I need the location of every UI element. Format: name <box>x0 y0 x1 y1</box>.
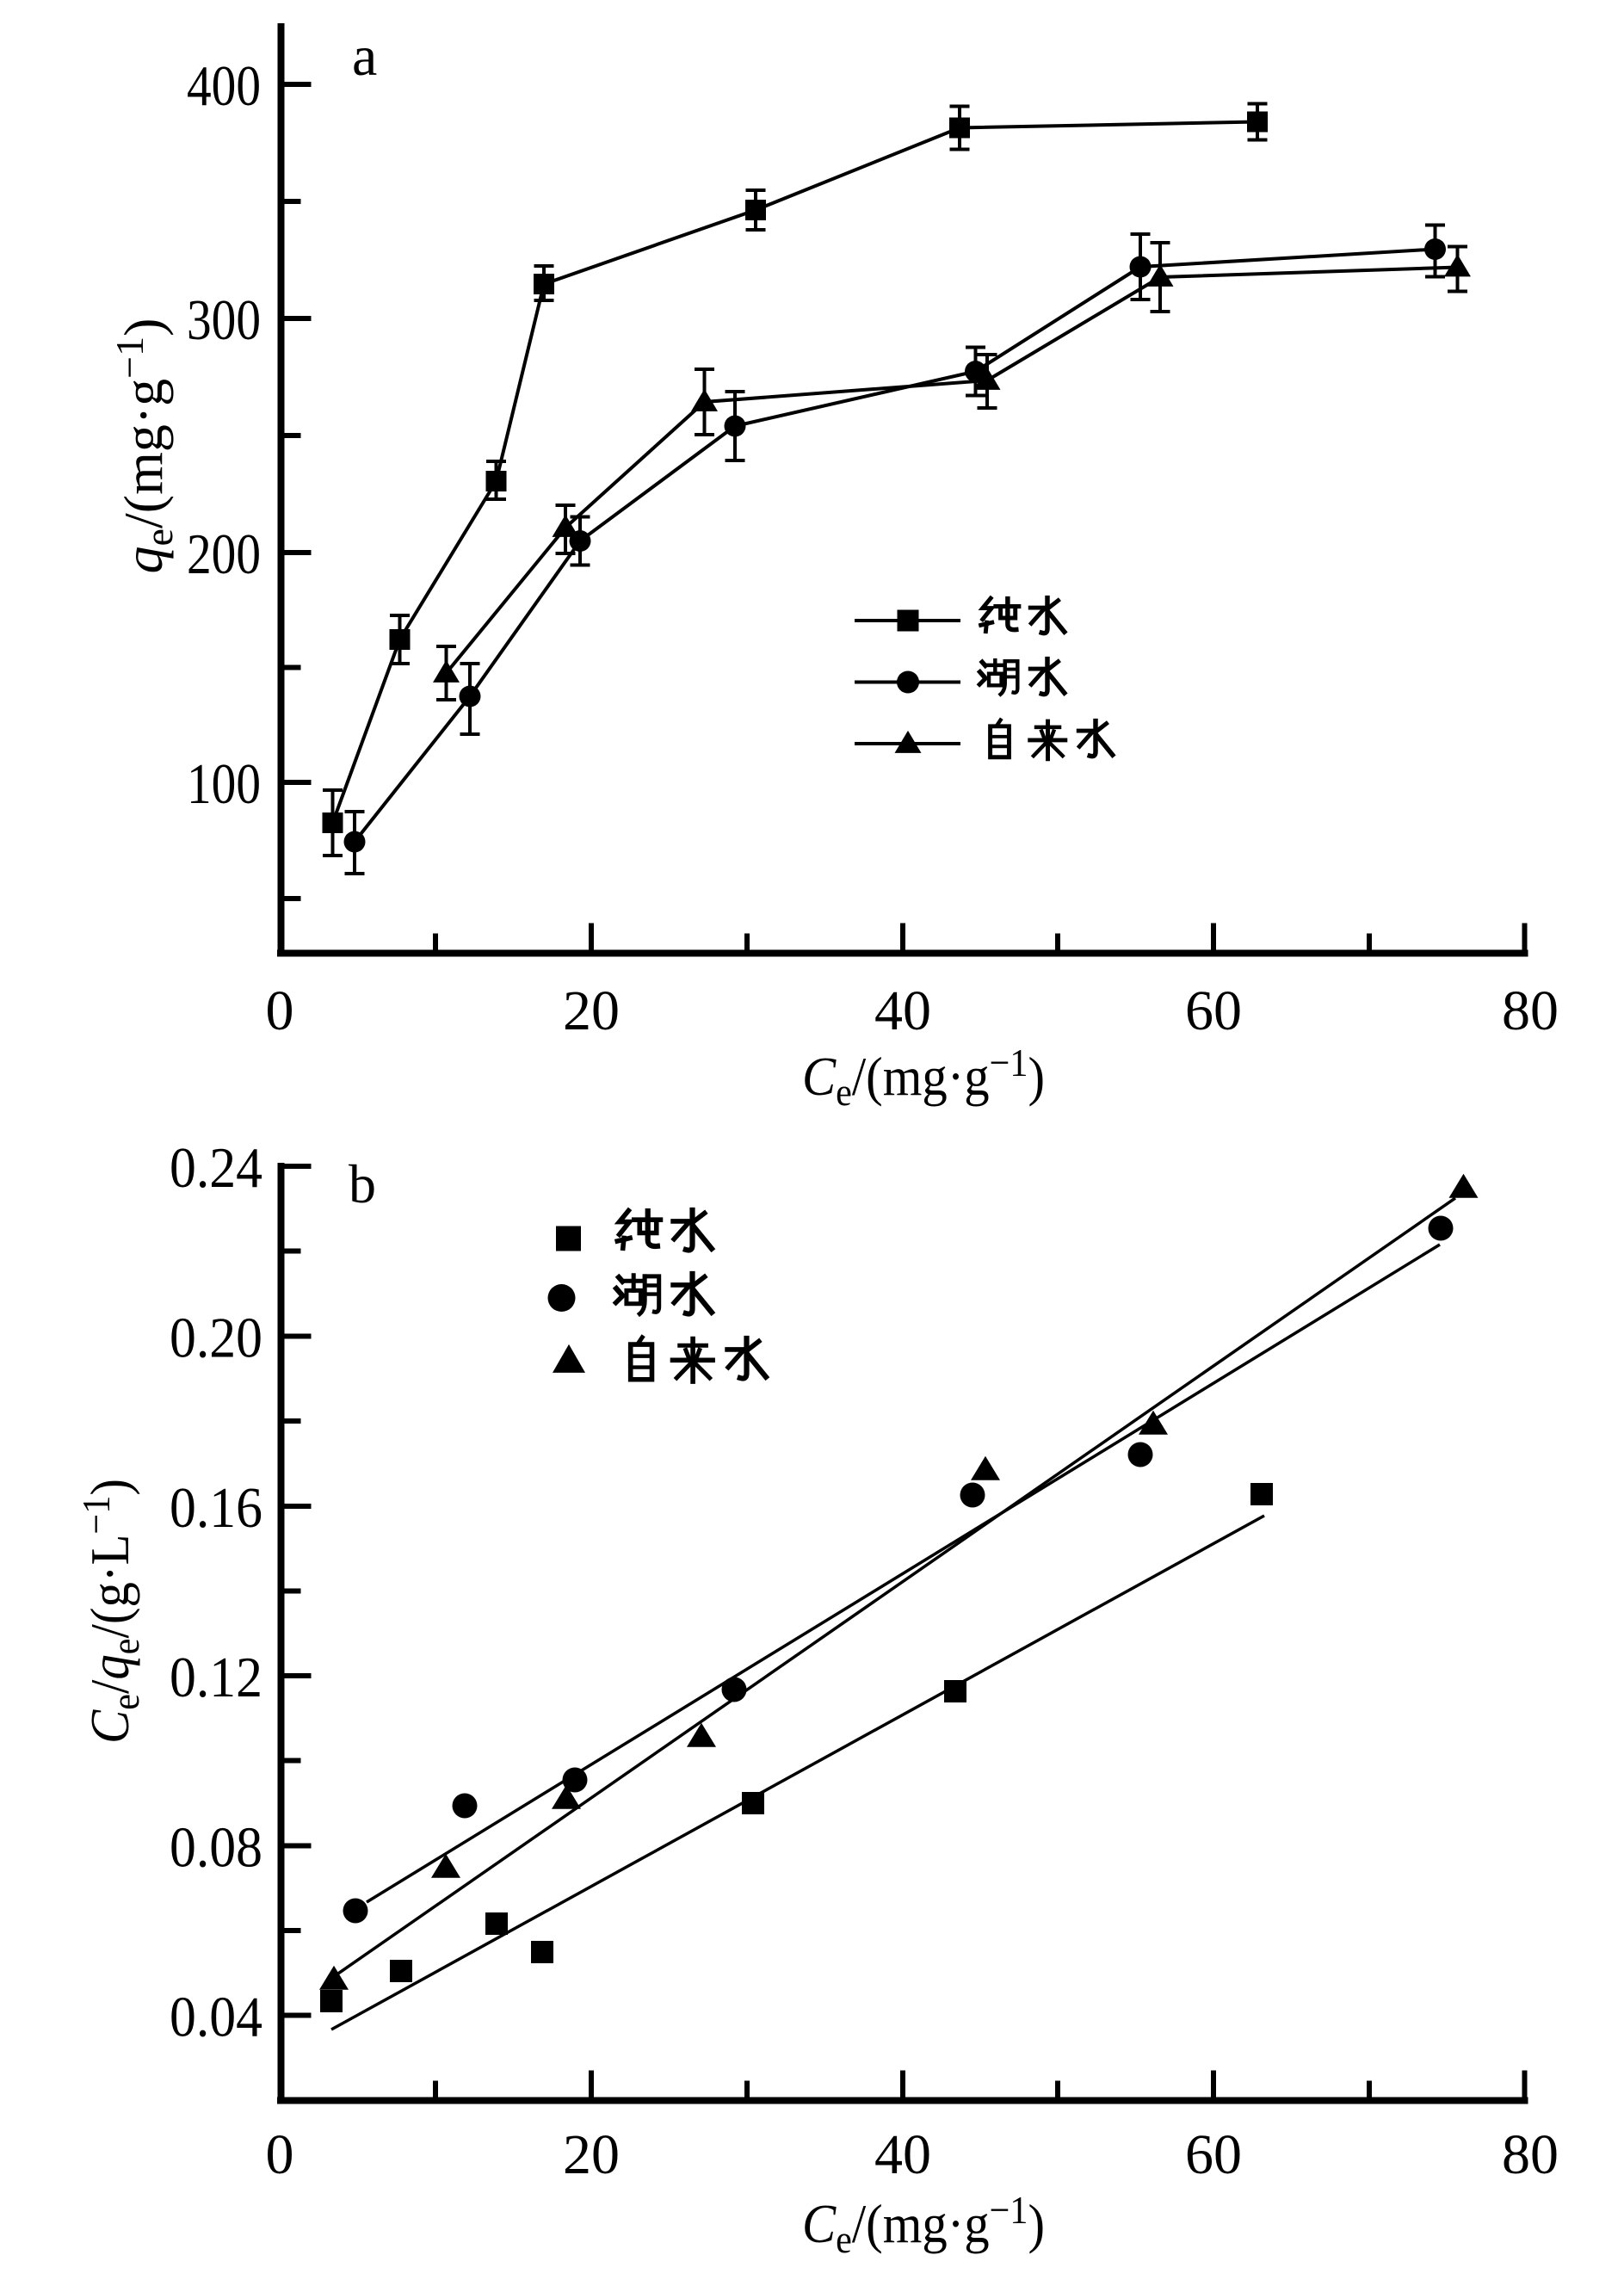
svg-text:Ce/qe/(g·L−1): Ce/qe/(g·L−1) <box>74 1479 147 1744</box>
svg-text:0.12: 0.12 <box>170 1646 262 1709</box>
svg-text:0.16: 0.16 <box>170 1476 262 1540</box>
svg-text:60: 60 <box>1185 979 1242 1042</box>
svg-text:200: 200 <box>187 522 261 586</box>
svg-text:80: 80 <box>1502 979 1559 1042</box>
svg-text:40: 40 <box>874 2123 931 2186</box>
svg-text:qe/(mg·g−1): qe/(mg·g−1) <box>108 318 181 574</box>
svg-text:Ce/(mg·g−1): Ce/(mg·g−1) <box>802 2188 1045 2261</box>
svg-text:b: b <box>349 1153 376 1214</box>
svg-text:0.24: 0.24 <box>170 1136 262 1200</box>
svg-text:0: 0 <box>266 2123 294 2186</box>
svg-text:80: 80 <box>1502 2123 1559 2186</box>
svg-text:20: 20 <box>563 979 620 1042</box>
svg-text:60: 60 <box>1185 2123 1242 2186</box>
svg-text:0.08: 0.08 <box>170 1816 262 1880</box>
svg-text:0: 0 <box>266 979 294 1042</box>
svg-text:0.04: 0.04 <box>170 1986 262 2049</box>
svg-text:a: a <box>352 25 377 88</box>
svg-text:40: 40 <box>874 979 931 1042</box>
svg-text:0.20: 0.20 <box>170 1307 262 1370</box>
svg-text:Ce/(mg·g−1): Ce/(mg·g−1) <box>802 1041 1045 1114</box>
svg-text:300: 300 <box>187 288 261 352</box>
svg-text:100: 100 <box>187 752 261 816</box>
svg-text:400: 400 <box>187 54 261 118</box>
svg-text:20: 20 <box>563 2123 620 2186</box>
